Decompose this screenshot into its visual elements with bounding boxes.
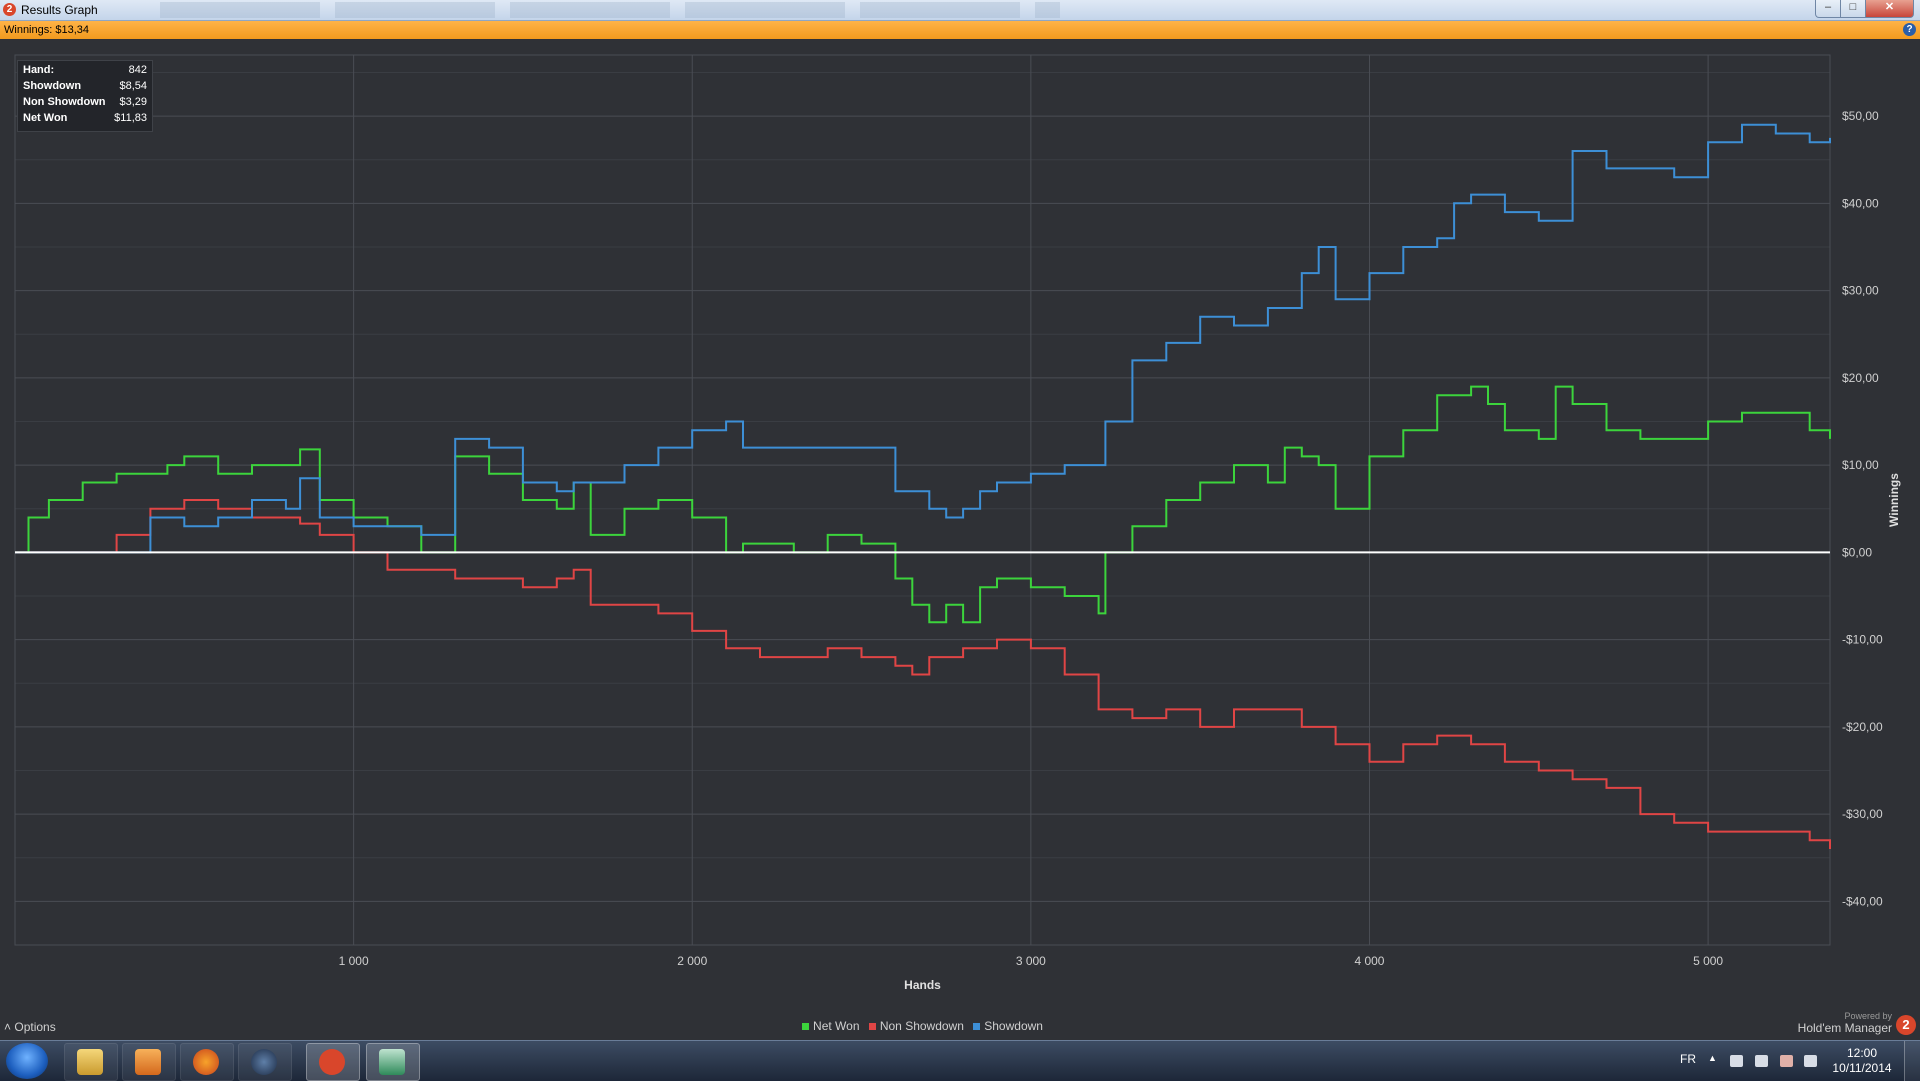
legend-item-showdown[interactable]: Showdown xyxy=(973,1019,1043,1033)
volume-icon[interactable] xyxy=(1755,1055,1768,1067)
options-toggle[interactable]: ˄ Options xyxy=(4,1020,56,1034)
tooltip-value: $11,83 xyxy=(114,112,147,124)
y-tick-label: -$10,00 xyxy=(1842,633,1883,647)
language-indicator[interactable]: FR xyxy=(1680,1052,1696,1066)
legend-label: Showdown xyxy=(984,1019,1043,1033)
legend-item-net-won[interactable]: Net Won xyxy=(802,1019,860,1033)
legend-label: Net Won xyxy=(813,1019,860,1033)
holdem-manager-logo: 2 xyxy=(1896,1015,1916,1035)
y-tick-label: -$40,00 xyxy=(1842,894,1883,908)
x-tick-label: 5 000 xyxy=(1693,954,1723,968)
y-tick-label: $50,00 xyxy=(1842,109,1879,123)
close-button[interactable]: ✕ xyxy=(1865,0,1914,18)
tooltip-value: $8,54 xyxy=(119,80,147,92)
brand-name: Hold'em Manager xyxy=(1797,1021,1892,1035)
legend-label: Non Showdown xyxy=(879,1019,964,1033)
minimize-button[interactable]: ‒ xyxy=(1815,0,1841,18)
powered-by-label: Powered by xyxy=(1844,1011,1892,1021)
hover-tooltip: Hand: 842 Showdown $8,54 Non Showdown $3… xyxy=(17,60,153,132)
results-graph[interactable]: 1 000 2 000 3 000 4 000 5 000 $50,00 $40,00 $3… xyxy=(0,40,1920,1015)
firefox-icon xyxy=(193,1049,219,1075)
tooltip-row-net-won: Net Won $11,83 xyxy=(23,112,147,128)
help-icon[interactable]: ? xyxy=(1903,23,1916,36)
show-desktop-button[interactable] xyxy=(1904,1041,1920,1081)
start-button[interactable] xyxy=(6,1043,48,1079)
y-tick-label: -$20,00 xyxy=(1842,720,1883,734)
x-tick-label: 2 000 xyxy=(677,954,707,968)
y-axis-tick-labels: $50,00 $40,00 $30,00 $20,00 $10,00 $0,00 -$10,… xyxy=(1842,109,1883,908)
tooltip-row-hand: Hand: 842 xyxy=(23,64,147,80)
legend-swatch xyxy=(868,1023,876,1030)
maximize-button[interactable]: □ xyxy=(1840,0,1866,18)
window-title: Results Graph xyxy=(21,3,98,17)
background-window-tabs xyxy=(160,2,1060,18)
series-line-non-showdown xyxy=(15,499,1831,849)
x-tick-label: 4 000 xyxy=(1354,954,1384,968)
show-hidden-icons-icon[interactable]: ▲ xyxy=(1708,1053,1717,1063)
taskbar-holdem-manager[interactable] xyxy=(306,1043,360,1081)
chevron-up-icon: ˄ xyxy=(4,1020,12,1034)
windows-taskbar: FR ▲ 12:00 10/11/2014 xyxy=(0,1040,1920,1081)
legend-swatch xyxy=(973,1023,981,1030)
steam-icon xyxy=(251,1049,277,1075)
options-label: Options xyxy=(14,1020,56,1034)
winnings-summary: Winnings: $13,34 xyxy=(4,24,89,36)
clock-time: 12:00 xyxy=(1846,1046,1878,1060)
y-tick-label: $20,00 xyxy=(1842,371,1879,385)
series-line-showdown xyxy=(15,123,1831,554)
clock-date: 10/11/2014 xyxy=(1832,1061,1892,1075)
plot-border xyxy=(14,54,1831,946)
legend-swatch xyxy=(802,1023,810,1030)
taskbar-media-player[interactable] xyxy=(122,1043,176,1081)
y-tick-label: $0,00 xyxy=(1842,545,1872,559)
y-tick-label: $40,00 xyxy=(1842,196,1879,210)
taskbar-results-graph[interactable] xyxy=(366,1043,420,1081)
series-lines xyxy=(15,123,1831,849)
chart-legend: Net Won Non Showdown Showdown xyxy=(0,1019,1845,1033)
network-icon[interactable] xyxy=(1730,1055,1743,1067)
system-clock[interactable]: 12:00 10/11/2014 xyxy=(1830,1046,1894,1076)
tooltip-value: 842 xyxy=(128,64,147,76)
graph-app-icon xyxy=(379,1049,405,1075)
x-tick-label: 1 000 xyxy=(339,954,369,968)
power-icon[interactable] xyxy=(1804,1055,1817,1067)
taskbar-explorer[interactable] xyxy=(64,1043,118,1081)
graph-footer: ˄ Options Net Won Non Showdown Showdown … xyxy=(0,1011,1920,1040)
tooltip-key: Hand: xyxy=(23,64,55,76)
y-tick-label: -$30,00 xyxy=(1842,807,1883,821)
tooltip-key: Non Showdown xyxy=(23,96,106,108)
tooltip-value: $3,29 xyxy=(119,96,147,108)
folder-icon xyxy=(77,1049,103,1075)
tooltip-key: Net Won xyxy=(23,112,68,124)
x-axis-label: Hands xyxy=(904,978,941,992)
y-axis-label: Winnings xyxy=(1887,473,1901,527)
tooltip-row-non-showdown: Non Showdown $3,29 xyxy=(23,96,147,112)
holdem-manager-icon xyxy=(319,1049,345,1075)
series-line-net-won xyxy=(15,385,1831,624)
taskbar-steam[interactable] xyxy=(238,1043,292,1081)
y-tick-label: $30,00 xyxy=(1842,284,1879,298)
action-center-icon[interactable] xyxy=(1780,1055,1793,1067)
winnings-bar: Winnings: $13,34 ? xyxy=(0,21,1920,39)
window-title-bar[interactable]: 2 Results Graph ‒ □ ✕ xyxy=(0,0,1920,21)
media-player-icon xyxy=(135,1049,161,1075)
legend-item-non-showdown[interactable]: Non Showdown xyxy=(868,1019,964,1033)
tooltip-key: Showdown xyxy=(23,80,82,92)
powered-by: Powered by Hold'em Manager xyxy=(1798,1011,1892,1035)
y-tick-label: $10,00 xyxy=(1842,458,1879,472)
taskbar-firefox[interactable] xyxy=(180,1043,234,1081)
x-tick-label: 3 000 xyxy=(1016,954,1046,968)
holdem-manager-app-icon: 2 xyxy=(3,3,16,16)
tooltip-row-showdown: Showdown $8,54 xyxy=(23,80,147,96)
x-axis-tick-labels: 1 000 2 000 3 000 4 000 5 000 xyxy=(339,954,1724,968)
